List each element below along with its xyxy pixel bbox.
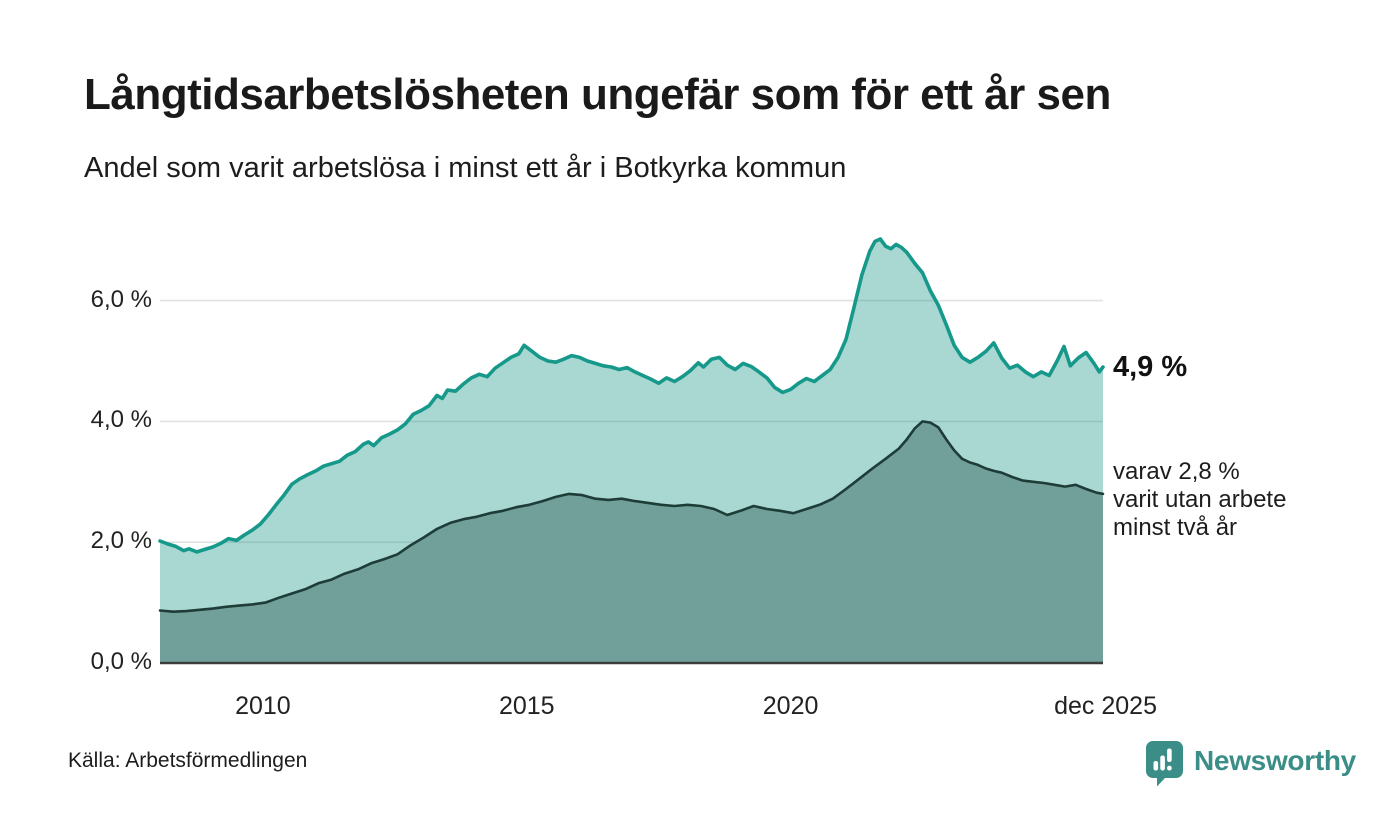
y-tick-label-40: 4,0 % (90, 406, 152, 434)
line-total-one-year (158, 237, 1105, 554)
page-subtitle: Andel som varit arbetslösa i minst ett å… (84, 152, 847, 184)
speech-bubble-chart-icon (1146, 741, 1183, 787)
page-title: Långtidsarbetslösheten ungefär som för e… (84, 70, 1111, 119)
end-label-two-years-line3: minst två år (1113, 514, 1238, 541)
y-tick-label-00: 0,0 % (90, 648, 152, 675)
y-tick-label-20: 2,0 % (90, 527, 152, 555)
x-tick-label-dec-2025: dec 2025 (1054, 692, 1157, 720)
x-tick-label-2015: 2015 (498, 692, 555, 720)
end-label-two-years: varav 2,8 % varit utan arbete minst två … (1113, 458, 1286, 542)
newsworthy-wordmark: Newsworthy (1194, 745, 1356, 776)
area-two-years (160, 421, 1103, 663)
end-label-two-years-line1: varav 2,8 % (1113, 458, 1240, 485)
line-two-years (158, 420, 1105, 613)
x-tick-label-2010: 2010 (235, 692, 291, 720)
source-note: Källa: Arbetsförmedlingen (68, 749, 308, 772)
end-label-total-value: 4,9 % (1113, 351, 1188, 383)
newsworthy-logo: Newsworthy (1144, 740, 1356, 790)
end-label-two-years-line2: varit utan arbete (1113, 486, 1287, 513)
x-tick-label-2020: 2020 (762, 692, 819, 720)
y-tick-label-60: 6,0 % (90, 285, 152, 313)
